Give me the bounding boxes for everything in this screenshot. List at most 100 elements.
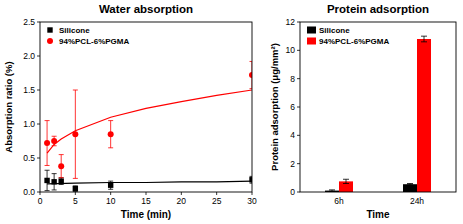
fit-line xyxy=(47,90,252,153)
error-cap xyxy=(52,136,57,137)
plot-frame xyxy=(40,22,252,192)
y-tick-label: 1.0 xyxy=(23,119,35,129)
y-tick xyxy=(297,107,300,108)
x-tick-label: 30 xyxy=(247,196,257,206)
y-tick xyxy=(297,22,300,23)
x-tick-label: 10 xyxy=(106,196,116,206)
y-tick-label: 12 xyxy=(286,17,296,27)
error-bar xyxy=(343,179,349,183)
x-tick-label: 15 xyxy=(141,196,151,206)
error-cap xyxy=(59,177,64,178)
legend-label: Silicone xyxy=(319,26,350,35)
y-tick xyxy=(297,50,300,51)
point xyxy=(51,179,56,184)
error-bar xyxy=(329,190,335,191)
error-cap xyxy=(329,189,335,190)
figure: Water absorption 0.0 0.5 1.0 1.5 2.0 2.5 0 5 10 15… xyxy=(0,0,463,224)
error-stem xyxy=(424,36,425,42)
error-cap xyxy=(45,190,50,191)
marks xyxy=(325,36,431,192)
x-axis-label: Time (min) xyxy=(121,209,171,220)
y-tick xyxy=(297,163,300,164)
y-tick-label: 2.0 xyxy=(23,51,35,61)
y-tick-label: 6 xyxy=(290,102,295,112)
x-tick-label: 5 xyxy=(73,196,78,206)
point xyxy=(58,163,64,169)
legend-label: 94%PCL-6%PGMA xyxy=(59,37,129,46)
point xyxy=(73,186,78,191)
error-bar xyxy=(73,90,78,178)
error-bar xyxy=(52,136,57,146)
y-tick xyxy=(297,135,300,136)
x-tick-label: 0 xyxy=(38,196,43,206)
legend-label: Silicone xyxy=(59,26,90,35)
error-cap xyxy=(45,170,50,171)
legend-label: 94%PCL-6%PGMA xyxy=(319,37,389,46)
y-tick-label: 0 xyxy=(290,187,295,197)
y-tick-label: 2 xyxy=(290,159,295,169)
error-cap xyxy=(343,179,349,180)
y-tick-label: 0.5 xyxy=(23,153,35,163)
y-tick-label: 0.0 xyxy=(23,187,35,197)
y-axis-label: Absorption ratio (%) xyxy=(3,61,14,152)
marks xyxy=(44,61,252,191)
y-tick-label: 10 xyxy=(286,45,296,55)
point xyxy=(44,178,49,183)
legend-marker xyxy=(47,27,52,32)
error-cap xyxy=(52,145,57,146)
point xyxy=(59,178,64,183)
error-cap xyxy=(59,184,64,185)
error-cap xyxy=(421,41,427,42)
y-tick-label: 8 xyxy=(290,74,295,84)
error-bar xyxy=(59,155,64,178)
y-axis-label: Protein adsorption (μg/mm²) xyxy=(269,43,280,171)
point xyxy=(72,131,78,137)
error-stem xyxy=(346,179,347,183)
bar xyxy=(403,184,417,192)
point xyxy=(108,183,113,188)
error-bar xyxy=(108,181,113,189)
error-cap xyxy=(421,36,427,37)
error-bar xyxy=(52,174,57,190)
point xyxy=(44,140,50,146)
error-bar xyxy=(108,121,113,148)
error-bar xyxy=(45,170,50,190)
error-cap xyxy=(59,177,64,178)
error-cap xyxy=(73,90,78,91)
title: Protein adsorption xyxy=(327,3,429,15)
x-tick-label: 24h xyxy=(410,196,424,206)
chart: Protein adsorption 0 2 4 6 8 10 12 Time Protein a… xyxy=(269,3,456,220)
y-tick xyxy=(297,192,300,193)
x-axis-label: Time xyxy=(366,209,390,220)
y-tick-label: 2.5 xyxy=(23,17,35,27)
error-cap xyxy=(45,120,50,121)
legend-swatch xyxy=(307,38,316,45)
x-tick-label: 25 xyxy=(212,196,222,206)
legend: Silicone 94%PCL-6%PGMA xyxy=(307,26,389,46)
error-cap xyxy=(108,181,113,182)
point xyxy=(108,131,114,137)
error-bar xyxy=(407,184,413,185)
legend: Silicone 94%PCL-6%PGMA xyxy=(47,26,129,46)
x-tick-label: 20 xyxy=(177,196,187,206)
legend-swatch xyxy=(307,27,316,34)
error-cap xyxy=(59,154,64,155)
y-tick-label: 1.5 xyxy=(23,85,35,95)
error-cap xyxy=(52,173,57,174)
y-tick-label: 4 xyxy=(290,130,295,140)
bar xyxy=(417,39,431,192)
legend-marker xyxy=(47,38,53,44)
title: Water absorption xyxy=(99,3,193,15)
error-bar xyxy=(73,186,78,191)
chart: Water absorption 0.0 0.5 1.0 1.5 2.0 2.5 0 5 10 15… xyxy=(3,3,257,220)
error-cap xyxy=(108,147,113,148)
error-bar xyxy=(45,121,50,166)
error-cap xyxy=(52,189,57,190)
error-bar xyxy=(421,36,427,42)
fit-line xyxy=(47,181,252,184)
plot-frame xyxy=(300,22,456,192)
error-cap xyxy=(108,189,113,190)
error-cap xyxy=(407,184,413,185)
error-bar xyxy=(59,178,64,185)
x-tick-label: 6h xyxy=(334,196,344,206)
